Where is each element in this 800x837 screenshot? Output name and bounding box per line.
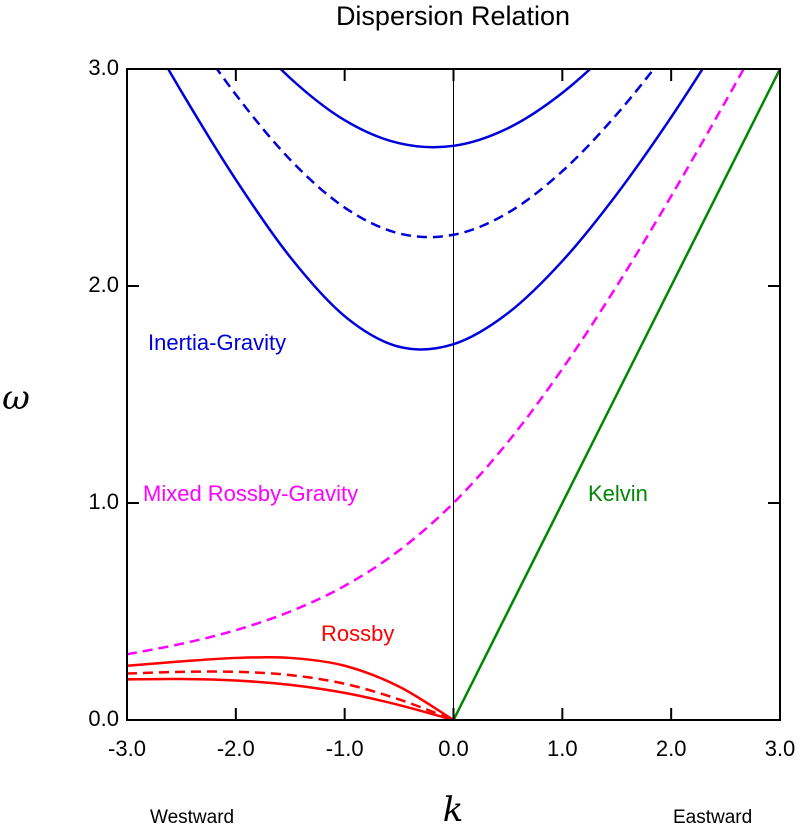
annotation: Westward (150, 807, 234, 828)
line (127, 655, 455, 720)
y-tick-label: 1.0 (88, 489, 119, 514)
x-tick-label: 3.0 (765, 736, 796, 761)
annotation: Mixed Rossby-Gravity (143, 481, 358, 506)
x-tick-label: -2.0 (217, 736, 255, 761)
line (215, 69, 656, 239)
x-tick-label: 1.0 (547, 736, 578, 761)
x-axis-label: k (443, 790, 464, 830)
line (166, 69, 705, 351)
annotation: Kelvin (588, 481, 648, 506)
annotation: Rossby (321, 621, 394, 646)
chart-title: Dispersion Relation (336, 1, 570, 31)
y-axis-label: ω (2, 378, 30, 418)
x-tick-label: -3.0 (108, 736, 146, 761)
x-tick-label: -1.0 (326, 736, 364, 761)
x-tick-label: 0.0 (438, 736, 469, 761)
line (452, 69, 780, 720)
line (278, 69, 592, 149)
annotation: Inertia-Gravity (148, 330, 286, 355)
y-tick-label: 0.0 (88, 706, 119, 731)
line (127, 677, 454, 720)
annotation: Eastward (673, 807, 752, 828)
y-tick-label: 3.0 (88, 55, 119, 80)
y-tick-label: 2.0 (88, 272, 119, 297)
curves (127, 69, 780, 720)
x-tick-label: 2.0 (656, 736, 687, 761)
line (127, 670, 454, 720)
